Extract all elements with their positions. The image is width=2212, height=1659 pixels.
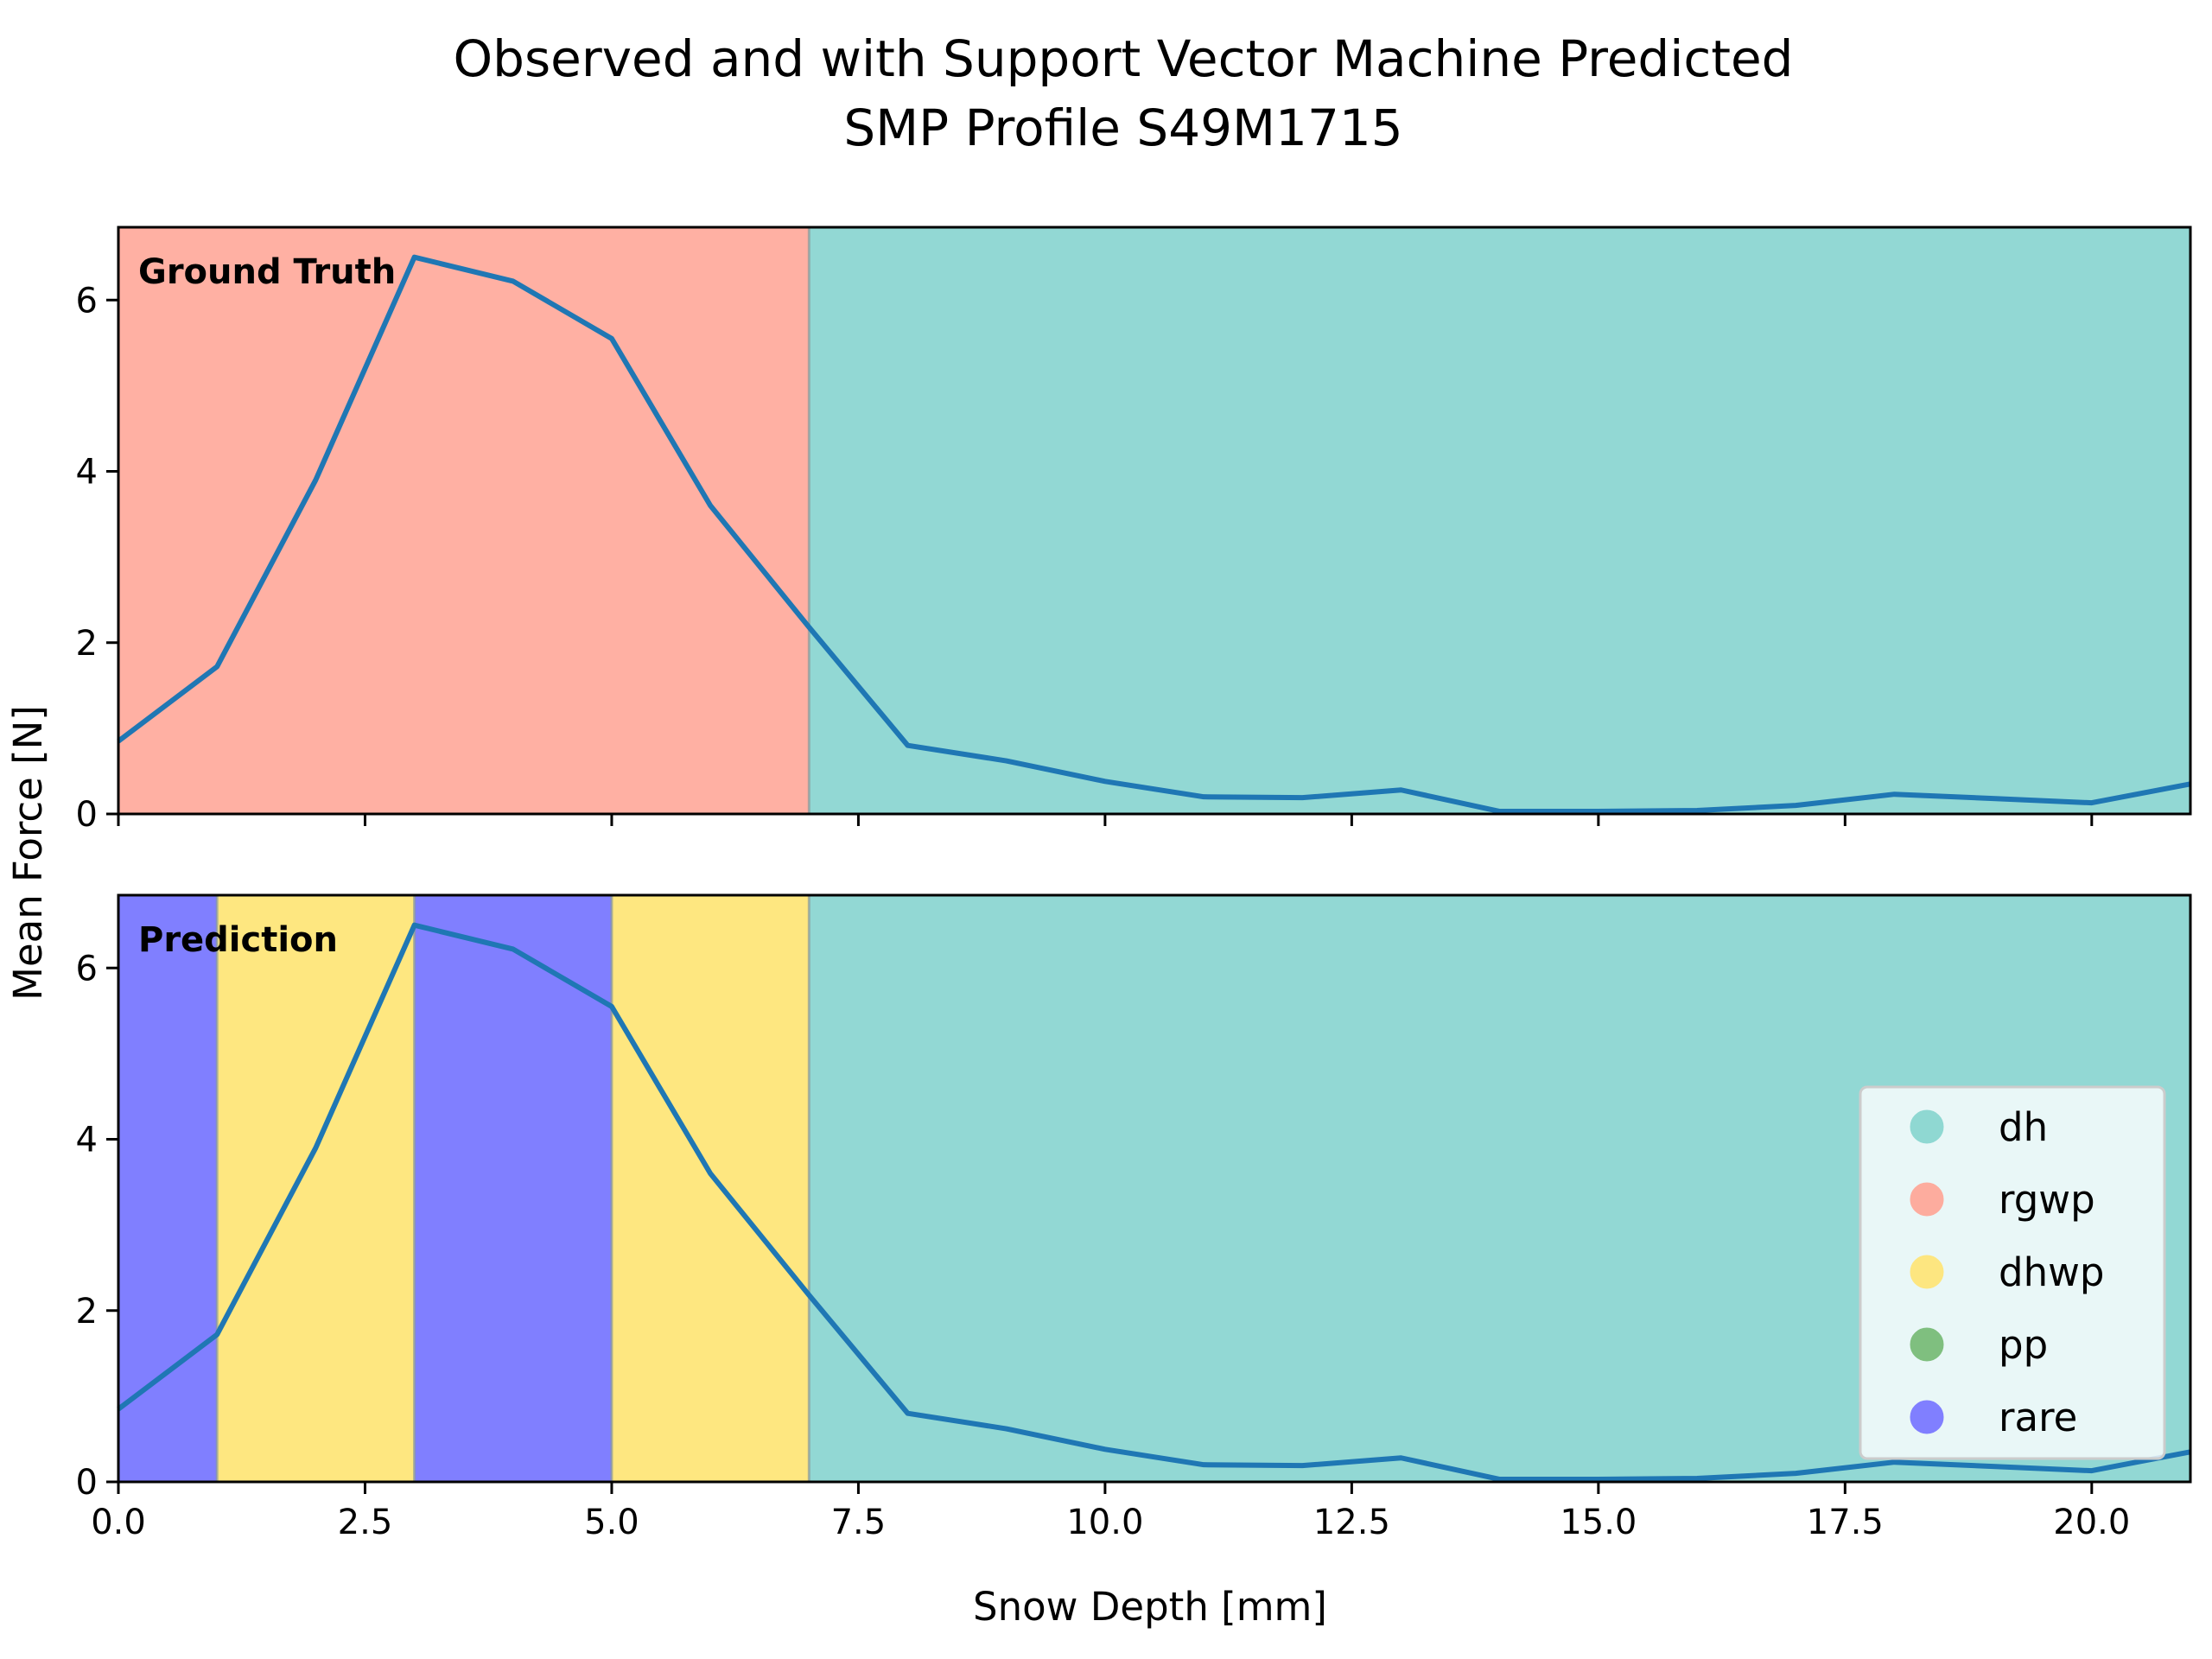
axes-frame <box>117 226 2192 816</box>
chart-title-line-2: SMP Profile S49M1715 <box>843 99 1402 157</box>
y-tick-label: 6 <box>76 949 98 988</box>
chart-title-line-1: Observed and with Support Vector Machine… <box>454 29 1794 88</box>
y-tick-label: 0 <box>76 795 98 835</box>
segment-rare <box>118 895 218 1482</box>
legend-box <box>1859 1085 2166 1460</box>
legend-label-rare: rare <box>1999 1395 2077 1440</box>
x-tick-label: 17.5 <box>1807 1503 1884 1542</box>
x-tick-label: 7.5 <box>831 1503 887 1542</box>
legend-label-dh: dh <box>1999 1104 2048 1150</box>
legend-label-dhwp: dhwp <box>1999 1249 2104 1295</box>
legend-label-rgwp: rgwp <box>1999 1177 2095 1223</box>
mean-force-line <box>117 254 2191 815</box>
legend-marker-pp <box>1910 1327 1944 1362</box>
y-tick-label: 0 <box>76 1463 98 1503</box>
legend-marker-dhwp <box>1910 1255 1944 1289</box>
panel-label: Ground Truth <box>138 252 396 292</box>
y-tick-label: 2 <box>76 624 98 664</box>
x-tick-label: 2.5 <box>338 1503 393 1542</box>
x-tick-label: 5.0 <box>584 1503 639 1542</box>
x-tick-label: 12.5 <box>1313 1503 1390 1542</box>
x-tick-label: 10.0 <box>1066 1503 1143 1542</box>
legend-marker-rgwp <box>1910 1182 1944 1217</box>
x-axis-label: Snow Depth [mm] <box>973 1584 1327 1630</box>
panel-label: Prediction <box>138 920 338 960</box>
y-tick-label: 6 <box>76 281 98 321</box>
legend-marker-rare <box>1910 1400 1944 1434</box>
x-tick-label: 20.0 <box>2053 1503 2130 1542</box>
legend-label-pp: pp <box>1999 1322 2048 1368</box>
segment-rare <box>414 895 612 1482</box>
segment-rgwp <box>118 227 810 814</box>
segment-dh <box>809 227 2191 814</box>
y-tick-label: 4 <box>76 1121 98 1160</box>
panel-1: 0 2 4 6 Ground Truth <box>76 226 2192 835</box>
x-tick-label: 0.0 <box>91 1503 146 1542</box>
x-tick-label: 15.0 <box>1560 1503 1637 1542</box>
y-tick-label: 2 <box>76 1292 98 1332</box>
mean-force-line <box>117 922 2191 1483</box>
axes-frame <box>117 893 2192 1484</box>
segment-dhwp <box>217 895 415 1482</box>
y-axis-label: Mean Force [N] <box>5 705 51 1001</box>
y-tick-label: 4 <box>76 453 98 493</box>
legend-marker-dh <box>1910 1109 1944 1144</box>
legend: dh rgwp dhwp pp rare <box>1859 1085 2166 1460</box>
segment-dhwp <box>611 895 810 1482</box>
